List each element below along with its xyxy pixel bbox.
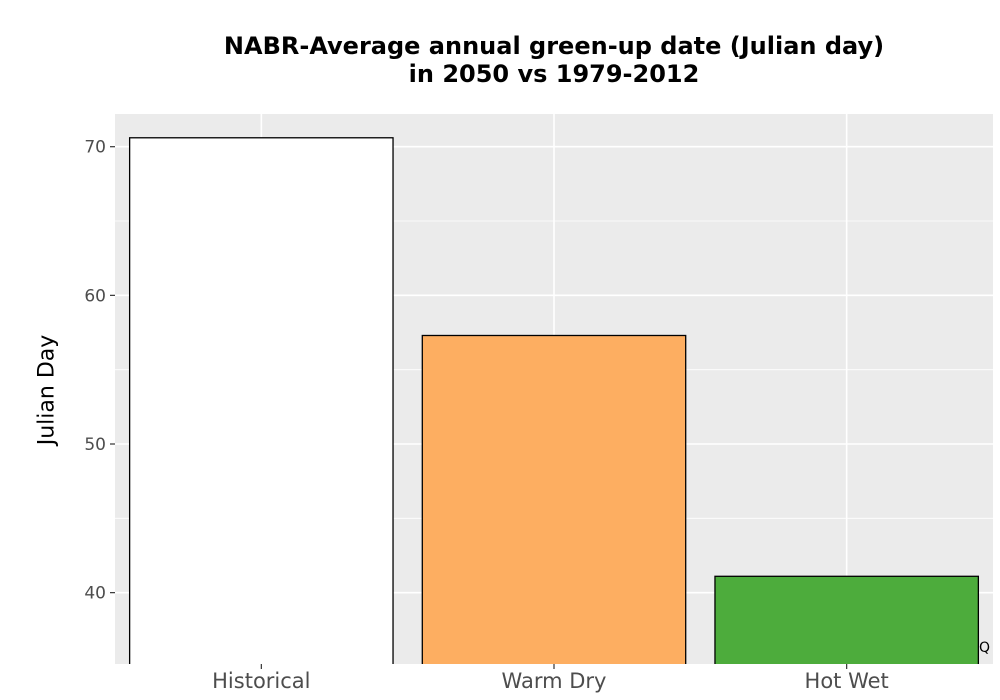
y-tick-label: 50 (84, 435, 106, 455)
x-tick-label: Warm Dry (502, 669, 607, 693)
x-tick-label: Historical (212, 669, 310, 693)
bar-warm-dry (421, 334, 687, 664)
bars (128, 137, 980, 664)
y-tick-label: 60 (84, 286, 106, 306)
bar-historical (128, 137, 394, 664)
x-axis: Historical Warm Dry Hot Wet (212, 664, 889, 693)
bar-hot-wet (714, 575, 980, 664)
y-tick-label: 40 (84, 584, 106, 604)
x-tick-label: Hot Wet (805, 669, 889, 693)
chart-title: NABR-Average annual green-up date (Julia… (115, 32, 993, 88)
y-tick-label: 70 (84, 138, 106, 158)
chart-title-line-1: NABR-Average annual green-up date (Julia… (223, 32, 885, 60)
chart-title-line-2: in 2050 vs 1979-2012 (408, 60, 700, 88)
y-axis: 40 50 60 70 (84, 138, 115, 604)
corner-glyph: Q (979, 640, 991, 656)
